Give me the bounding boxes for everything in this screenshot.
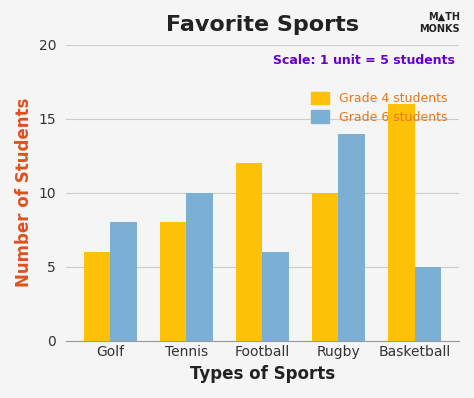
Bar: [338, 134, 365, 341]
Y-axis label: Number of Students: Number of Students: [15, 98, 33, 287]
Bar: [388, 104, 415, 341]
Bar: [312, 193, 338, 341]
Bar: [263, 252, 289, 341]
X-axis label: Types of Sports: Types of Sports: [190, 365, 335, 383]
Bar: [84, 252, 110, 341]
Bar: [110, 222, 137, 341]
Legend: Grade 4 students, Grade 6 students: Grade 4 students, Grade 6 students: [306, 87, 453, 129]
Title: Favorite Sports: Favorite Sports: [166, 15, 359, 35]
Text: Scale: 1 unit = 5 students: Scale: 1 unit = 5 students: [273, 54, 455, 67]
Bar: [236, 163, 263, 341]
Bar: [186, 193, 213, 341]
Text: M▲TH
MONKS: M▲TH MONKS: [419, 12, 460, 33]
Bar: [415, 267, 441, 341]
Bar: [160, 222, 186, 341]
